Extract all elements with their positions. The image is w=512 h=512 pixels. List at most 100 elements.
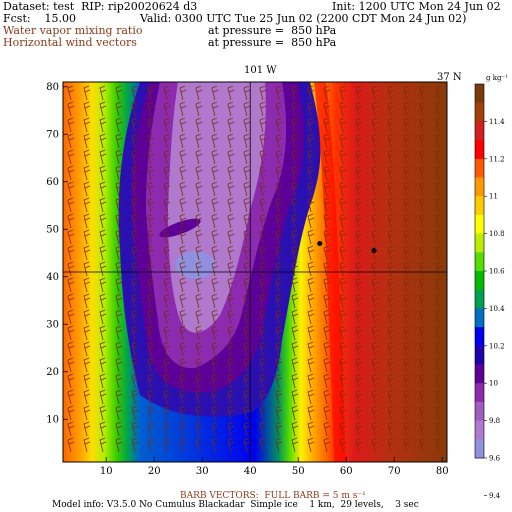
wind-barb (131, 149, 139, 165)
wind-barb (275, 85, 283, 101)
wind-barb (163, 133, 171, 149)
wind-barb (211, 85, 219, 101)
wind-barb (83, 325, 91, 341)
wind-barb (67, 421, 75, 437)
colorbar-swatch (475, 84, 484, 104)
wind-barb (387, 229, 395, 245)
wind-barb (179, 245, 187, 261)
wind-barb (83, 341, 91, 357)
wind-barb (195, 181, 203, 197)
wind-barb (355, 309, 363, 325)
wind-barb (371, 293, 379, 309)
wind-barb (115, 437, 123, 453)
wind-barb (435, 341, 443, 357)
wind-barb (355, 85, 363, 101)
wind-barb (67, 149, 75, 165)
colorbar: 11.4 11.2 11 10.8 10.6 10.4 10.2 10 9.8 9.6 9.4 (474, 83, 505, 500)
colorbar-label: 9.8 (489, 417, 500, 425)
wind-barb (355, 277, 363, 293)
wind-barb (67, 229, 75, 245)
wind-barb (195, 277, 203, 293)
wind-barb (371, 85, 379, 101)
wind-barb (67, 405, 75, 421)
wind-barb (99, 133, 107, 149)
wind-barb (291, 341, 299, 357)
wind-barb (275, 133, 283, 149)
wind-barb (131, 213, 139, 229)
wind-barb (419, 309, 427, 325)
wind-barb (435, 293, 443, 309)
wind-barb (115, 293, 123, 309)
wind-barb (131, 357, 139, 373)
wind-barb (67, 277, 75, 293)
wind-barb (83, 357, 91, 373)
wind-barb (403, 213, 411, 229)
wind-barb (435, 85, 443, 101)
wind-barb (339, 277, 347, 293)
wind-barb (99, 373, 107, 389)
wind-barb (211, 389, 219, 405)
wind-barb (307, 133, 315, 149)
wind-barb (211, 325, 219, 341)
wind-barb (355, 389, 363, 405)
wind-barb (435, 421, 443, 437)
dataset-label: Dataset: test RIP: rip20020624 d3 (3, 0, 198, 13)
x-tick-label: 40 (244, 466, 257, 477)
forecast-hour-label: Fcst: 15.00 (3, 12, 77, 25)
wind-barb (259, 181, 267, 197)
wind-barb (371, 421, 379, 437)
wind-barb (275, 245, 283, 261)
wind-barb (179, 389, 187, 405)
wind-barb (387, 149, 395, 165)
colorbar-swatch (475, 140, 484, 160)
wind-barb (403, 277, 411, 293)
wind-barb (147, 229, 155, 245)
wind-barb (195, 245, 203, 261)
wind-barb (163, 165, 171, 181)
wind-barb (179, 181, 187, 197)
wind-barb (403, 245, 411, 261)
wind-barb (131, 309, 139, 325)
wind-barb (131, 165, 139, 181)
wind-barb (211, 149, 219, 165)
wind-barb (131, 325, 139, 341)
wind-barb (259, 133, 267, 149)
x-axis: 10 20 30 40 50 60 70 80 (100, 457, 449, 477)
wind-barb (323, 373, 331, 389)
wind-barb (403, 373, 411, 389)
wind-barb (307, 181, 315, 197)
wind-barb (83, 133, 91, 149)
wind-barb (259, 325, 267, 341)
wind-barb (435, 101, 443, 117)
wind-barb (131, 437, 139, 453)
wind-barb (227, 149, 235, 165)
field1-name: Water vapor mixing ratio (3, 24, 143, 37)
wind-barb (227, 421, 235, 437)
wind-barb (403, 421, 411, 437)
colorbar-label: 10.6 (489, 268, 505, 276)
wind-barb (339, 85, 347, 101)
colorbar-swatch (475, 439, 484, 459)
wind-barb (227, 405, 235, 421)
wind-barb (275, 405, 283, 421)
wind-barb (67, 389, 75, 405)
wind-barb (307, 85, 315, 101)
wind-barb (275, 117, 283, 133)
wind-barb (163, 229, 171, 245)
wind-barb (275, 165, 283, 181)
wind-barb (179, 85, 187, 101)
wind-barb (339, 133, 347, 149)
wind-barb (339, 165, 347, 181)
wind-barb (339, 357, 347, 373)
wind-barb (259, 373, 267, 389)
wind-barb (387, 357, 395, 373)
wind-barb (147, 181, 155, 197)
colorbar-swatch (475, 121, 484, 141)
wind-barb (211, 181, 219, 197)
wind-barb (419, 213, 427, 229)
x-tick-label: 60 (340, 466, 353, 477)
wind-barb (227, 213, 235, 229)
wind-barb (115, 389, 123, 405)
wind-barb (227, 197, 235, 213)
wind-barb (403, 405, 411, 421)
